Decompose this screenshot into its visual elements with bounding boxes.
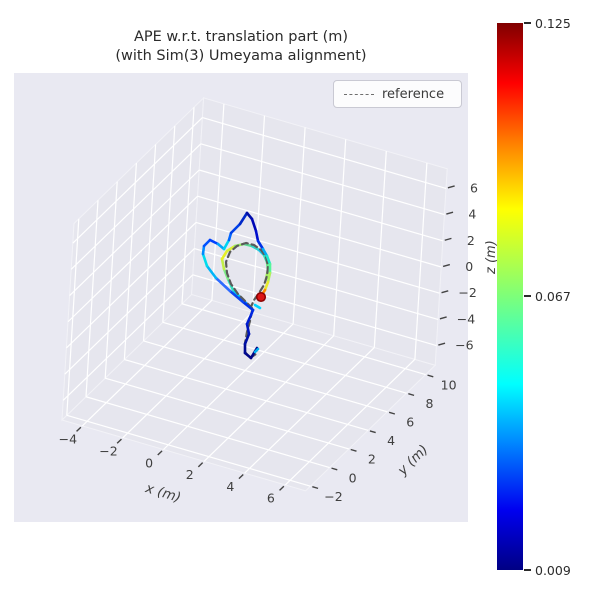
cyan-blip-hook-end: [253, 347, 260, 354]
tick-mark: [524, 22, 531, 24]
svg-text:0: 0: [145, 455, 153, 470]
title-line-2: (with Sim(3) Umeyama alignment): [115, 48, 367, 64]
svg-text:−4: −4: [59, 432, 77, 447]
svg-text:6: 6: [406, 414, 414, 429]
svg-text:4: 4: [468, 207, 476, 222]
colorbar-tick-max: 0.125: [524, 14, 571, 32]
tick-mark: [524, 295, 531, 297]
dashed-line-sample-icon: [344, 93, 374, 95]
svg-text:−2: −2: [99, 444, 117, 459]
svg-text:6: 6: [470, 180, 478, 195]
colorbar-tick-mid: 0.067: [524, 287, 571, 305]
svg-text:0: 0: [465, 259, 473, 274]
colorbar-mid-label: 0.067: [535, 288, 571, 304]
colorbar-max-label: 0.125: [535, 15, 571, 31]
grid-lines: [62, 103, 447, 487]
svg-text:2: 2: [368, 452, 376, 467]
max-error-marker: [255, 291, 267, 303]
svg-text:4: 4: [226, 479, 234, 494]
svg-text:2: 2: [186, 467, 194, 482]
cyan-blip-junction: [253, 303, 262, 310]
svg-text:6: 6: [267, 491, 275, 506]
svg-text:2: 2: [467, 233, 475, 248]
legend-label: reference: [382, 86, 445, 102]
reference-loop-dashed: [224, 241, 270, 310]
plot-title: APE w.r.t. translation part (m) (with Si…: [14, 28, 468, 66]
title-line-1: APE w.r.t. translation part (m): [133, 29, 349, 45]
colorbar-tick-min: 0.009: [524, 561, 571, 579]
axes-panes: [61, 96, 448, 492]
svg-text:10: 10: [441, 377, 457, 392]
svg-text:y (m): y (m): [394, 442, 431, 479]
legend: reference: [333, 80, 462, 108]
svg-text:−6: −6: [455, 338, 473, 353]
colorbar: [497, 23, 523, 570]
svg-text:0: 0: [349, 470, 357, 485]
svg-text:4: 4: [387, 433, 395, 448]
svg-text:−4: −4: [457, 311, 475, 326]
tick-mark: [524, 569, 531, 571]
svg-text:x (m): x (m): [143, 480, 183, 506]
reference-tail-dashed: [243, 309, 259, 360]
svg-text:−2: −2: [458, 285, 476, 300]
colorbar-min-label: 0.009: [535, 562, 571, 578]
trajectories: [201, 211, 272, 360]
svg-text:−2: −2: [324, 489, 342, 504]
svg-text:8: 8: [425, 396, 433, 411]
